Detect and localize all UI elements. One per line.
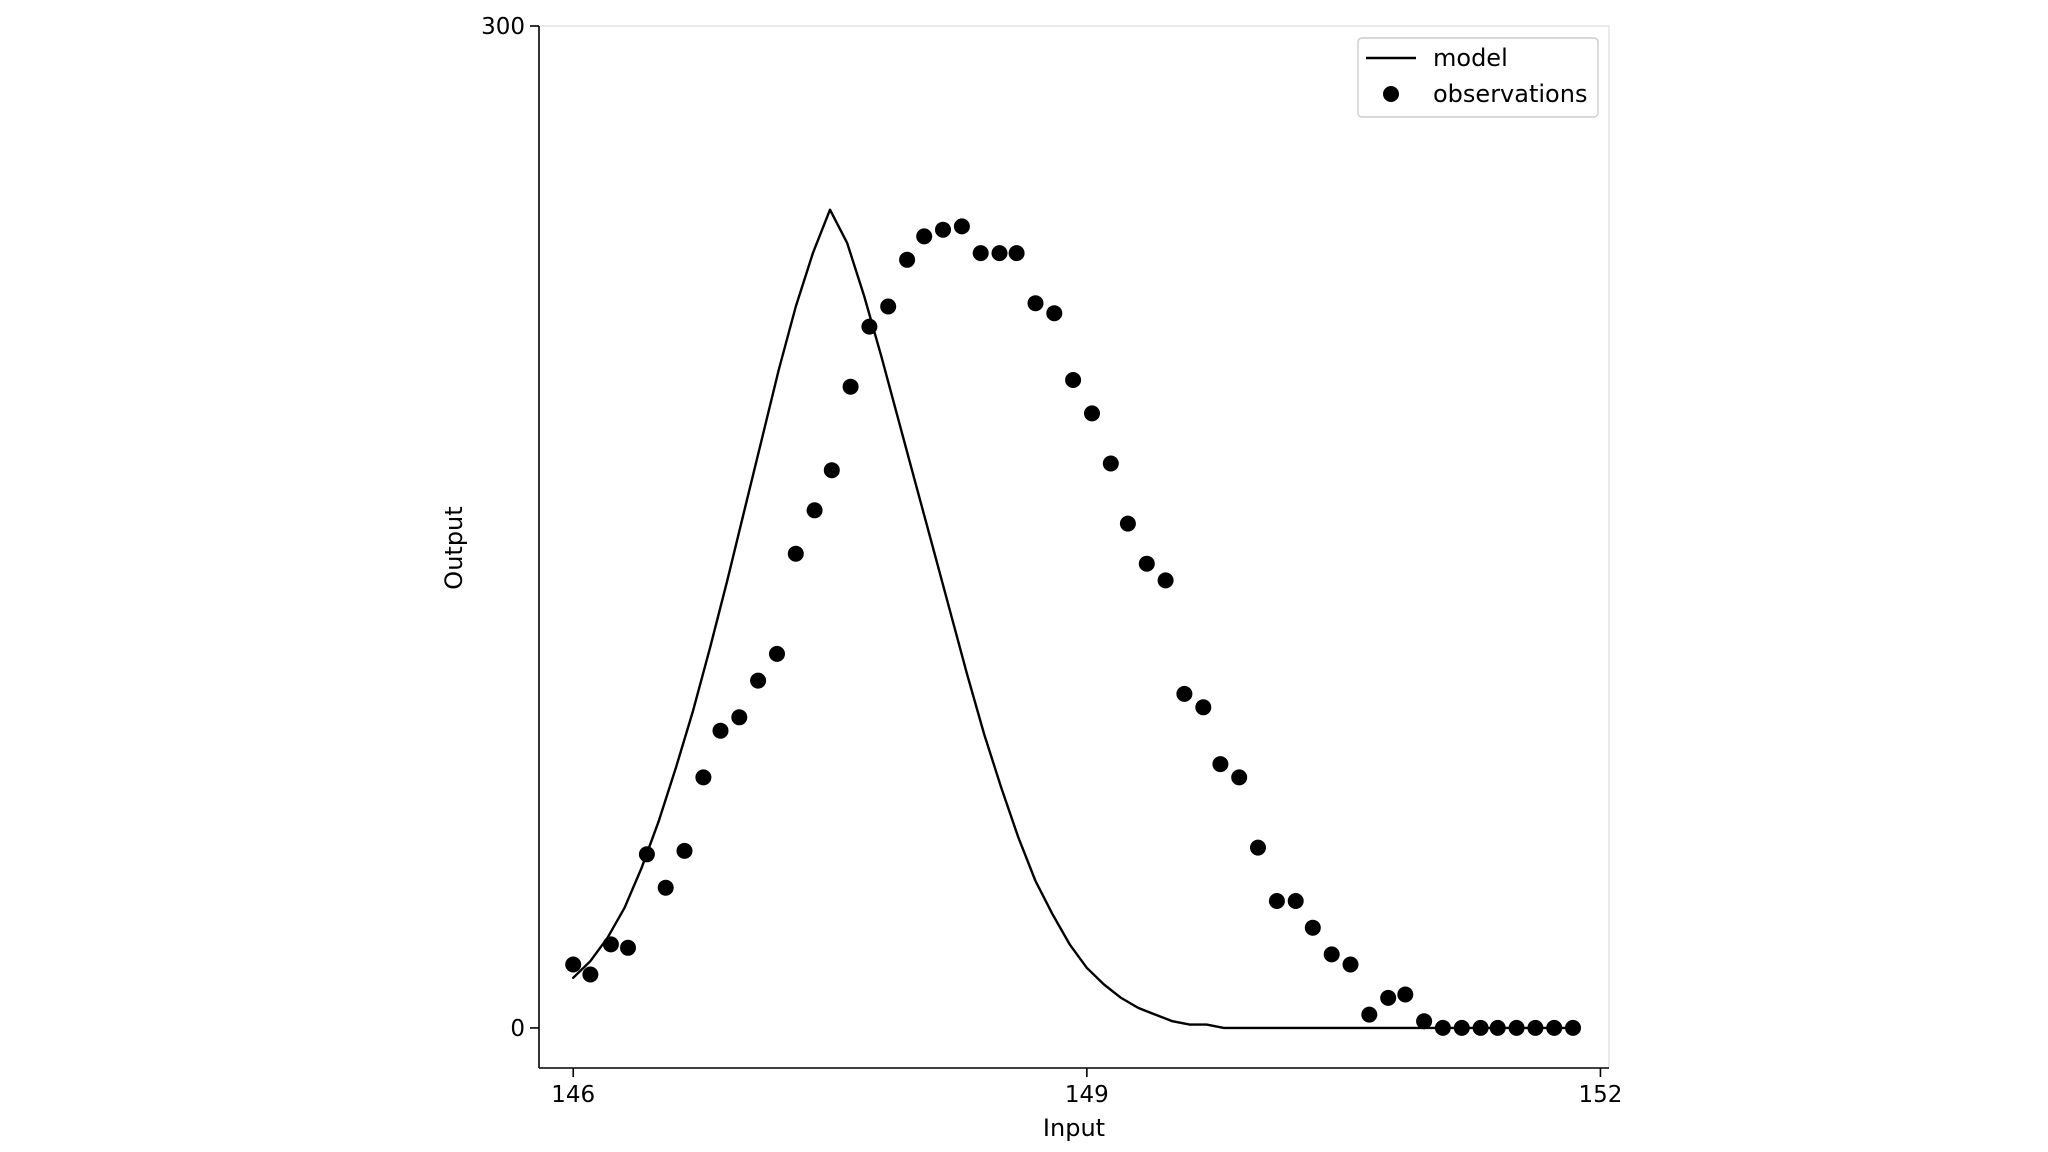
observation-point [1084,405,1100,422]
observation-point [1546,1019,1563,1036]
observation-point [1195,699,1212,716]
observation-point [1416,1013,1433,1030]
observation-point [861,318,878,335]
observation-point [1102,455,1119,472]
observation-point [842,378,859,395]
observation-point [935,221,951,238]
observation-point [1565,1019,1581,1036]
x-axis-label: Input [1043,1114,1105,1142]
ticks-layer: 146 149 152 0 300 [481,14,1622,1108]
observation-point [1287,893,1304,909]
observation-point [953,218,970,235]
observation-point [1472,1019,1489,1036]
observation-point [972,245,989,262]
observation-point [657,879,674,896]
legend-label-observations: observations [1433,80,1587,108]
x-tick-label: 152 [1578,1082,1622,1108]
observation-point [1508,1019,1525,1036]
observation-point [638,846,655,863]
observation-point [1119,515,1136,532]
observation-point [1065,372,1082,388]
observation-point [806,502,823,519]
legend-label-model: model [1433,44,1508,72]
observation-point [1323,946,1340,963]
observation-point [565,956,582,973]
observation-point [1231,769,1248,786]
observation-point [1157,572,1174,589]
observation-point [1138,555,1155,572]
observation-point [1304,919,1321,936]
observation-point [602,936,619,953]
observation-point [695,769,712,786]
x-tick-label: 149 [1065,1082,1109,1108]
y-tick-label: 0 [510,1016,525,1042]
observation-point [880,298,897,315]
observation-point [1212,756,1229,773]
observation-point [769,645,785,662]
legend-marker-swatch [1383,86,1399,102]
x-tick-label: 146 [551,1082,595,1108]
observation-point [899,251,916,268]
series-layer [565,208,1581,1036]
observation-point [1527,1019,1544,1036]
model-curve [572,208,1568,1030]
observation-point [1380,989,1397,1006]
observation-point [1342,956,1359,973]
observation-point [676,842,693,859]
observation-point [1176,685,1193,702]
observation-point [1027,295,1044,312]
observation-point [991,245,1008,262]
observation-point [712,722,729,739]
observation-point [620,939,636,956]
observation-point [1046,305,1063,322]
observation-point [750,672,767,689]
legend: model observations [1357,37,1599,118]
observation-point [1397,986,1414,1003]
observation-point [1434,1019,1451,1036]
observation-point [787,545,804,562]
observation-point [1268,893,1285,909]
observation-point [1453,1019,1470,1036]
observation-point [731,709,748,726]
y-axis-label: Output [440,506,468,589]
observation-point [582,966,599,983]
observation-point [823,462,840,479]
observation-point [1489,1019,1506,1036]
observation-point [1250,839,1266,856]
observation-point [1008,245,1025,262]
legend-box [1357,37,1599,118]
observation-point [916,228,933,245]
y-tick-label: 300 [481,14,525,40]
observation-point [1361,1006,1378,1023]
